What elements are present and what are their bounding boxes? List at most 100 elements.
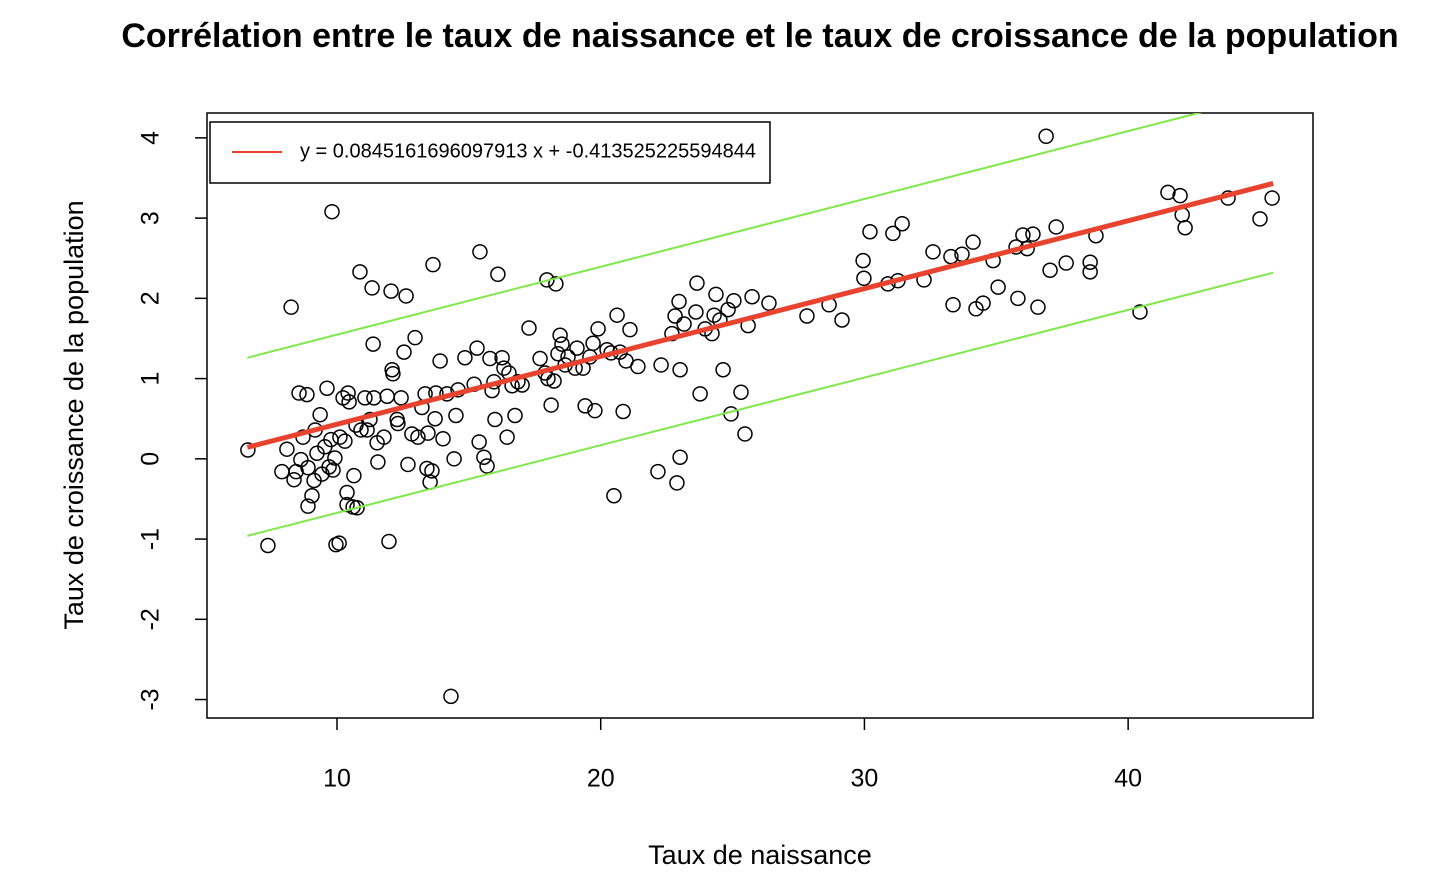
point — [324, 203, 340, 220]
point — [494, 349, 510, 366]
y-tick-label: 2 — [137, 291, 165, 305]
point — [400, 456, 416, 473]
point — [990, 279, 1006, 295]
point — [274, 463, 290, 480]
y-tick-label: -2 — [137, 608, 165, 630]
fit-line — [246, 181, 1274, 450]
point — [396, 344, 412, 360]
point — [676, 316, 692, 332]
plot-frame — [206, 112, 1314, 719]
point — [965, 234, 981, 250]
legend-box — [209, 121, 771, 184]
point — [552, 327, 568, 344]
point — [353, 422, 369, 438]
point — [744, 288, 760, 305]
point — [1082, 264, 1098, 280]
point — [862, 224, 878, 240]
point — [1264, 190, 1280, 206]
point — [366, 390, 382, 406]
point — [340, 385, 356, 401]
point — [427, 410, 443, 427]
chart-title: Corrélation entre le taux de naissance e… — [121, 17, 1398, 55]
x-tick-label: 30 — [851, 765, 879, 793]
point — [370, 454, 386, 470]
point — [1015, 227, 1031, 243]
point — [546, 373, 562, 389]
point — [1082, 254, 1098, 270]
point — [1030, 299, 1046, 315]
point — [327, 450, 343, 466]
point — [609, 307, 625, 323]
legend-label: y = 0.0845161696097913 x + -0.4135252255… — [300, 140, 756, 162]
point — [398, 288, 414, 304]
point — [761, 295, 777, 311]
y-tick-label: 0 — [137, 452, 165, 466]
point — [532, 350, 548, 367]
point — [1025, 226, 1041, 242]
y-tick-label: -1 — [137, 528, 165, 550]
point — [385, 366, 401, 382]
point — [476, 449, 492, 465]
point — [708, 286, 724, 303]
point — [383, 283, 399, 299]
point — [279, 441, 295, 457]
point — [471, 434, 487, 450]
y-axis-label: Taux de croissance de la population — [59, 200, 89, 629]
point — [376, 429, 392, 445]
point — [319, 380, 335, 396]
point — [689, 275, 705, 291]
point — [569, 340, 585, 356]
point — [332, 429, 348, 445]
point — [885, 225, 901, 242]
plot-area — [240, 113, 1280, 705]
x-tick-label: 10 — [323, 765, 351, 793]
y-tick-label: 1 — [137, 372, 165, 386]
point — [585, 335, 601, 352]
point — [1172, 187, 1188, 204]
point — [925, 244, 941, 260]
point — [706, 307, 722, 323]
point — [672, 449, 688, 465]
point — [622, 321, 638, 338]
point — [260, 537, 276, 554]
point — [469, 340, 485, 356]
point — [341, 394, 357, 410]
point — [300, 498, 316, 514]
point — [346, 467, 362, 484]
point — [726, 293, 742, 309]
point — [715, 362, 731, 378]
point — [359, 422, 375, 438]
fit-line — [247, 271, 1274, 537]
y-tick-label: -3 — [137, 688, 165, 710]
point — [1058, 255, 1074, 271]
point — [352, 264, 368, 280]
point — [425, 256, 441, 273]
point — [393, 390, 409, 406]
point — [521, 320, 537, 336]
point — [365, 336, 381, 352]
point — [507, 407, 523, 424]
point — [482, 350, 498, 367]
x-axis-label: Taux de naissance — [648, 840, 872, 870]
point — [606, 487, 622, 504]
point — [577, 398, 593, 414]
point — [420, 425, 436, 441]
point — [339, 484, 355, 501]
point — [692, 386, 708, 402]
point — [1010, 290, 1026, 307]
point — [1048, 219, 1064, 235]
point — [457, 349, 473, 366]
point — [856, 270, 872, 287]
point — [291, 385, 307, 401]
point — [667, 308, 683, 324]
point — [283, 299, 299, 315]
point — [653, 357, 669, 373]
point — [304, 487, 320, 504]
point — [543, 397, 559, 413]
y-tick-label: 4 — [137, 131, 165, 145]
point — [390, 415, 406, 432]
point — [548, 276, 564, 292]
point — [1160, 184, 1176, 201]
point — [496, 360, 512, 376]
point — [630, 358, 646, 375]
